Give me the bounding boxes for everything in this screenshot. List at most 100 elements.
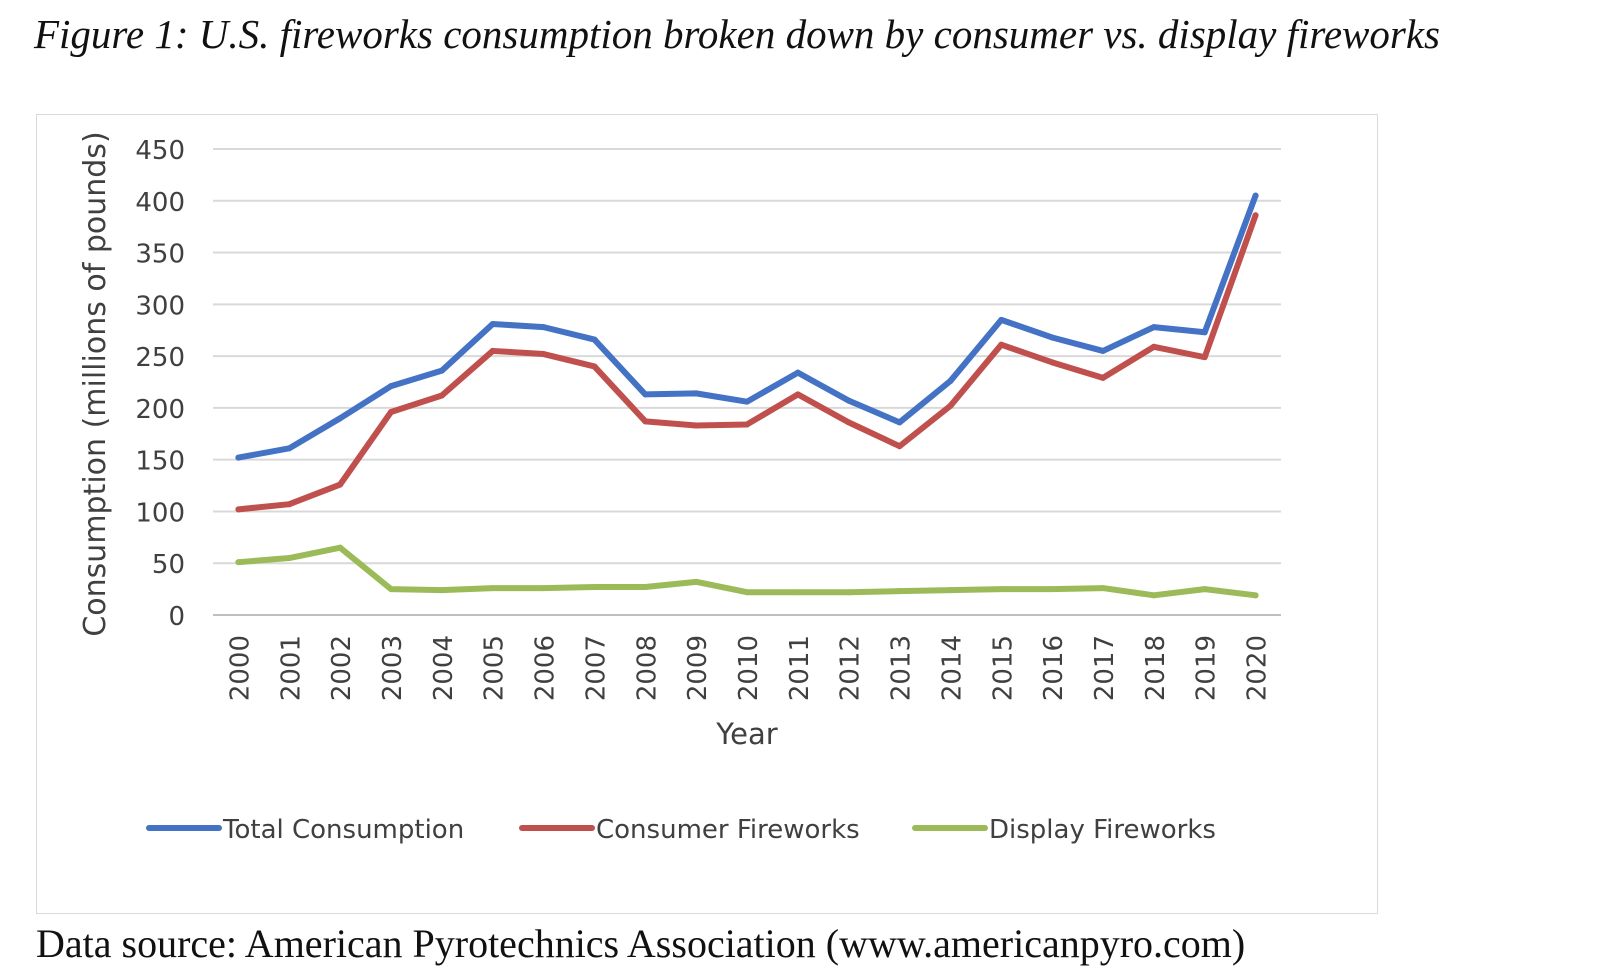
data-point (489, 585, 496, 592)
data-point (489, 321, 496, 328)
data-point (845, 419, 852, 426)
legend-label: Total Consumption (222, 815, 464, 845)
x-tick-label: 2019 (1192, 635, 1222, 701)
data-point (998, 316, 1005, 323)
data-point (744, 421, 750, 428)
x-tick-label: 2005 (480, 635, 510, 701)
y-tick-label: 150 (135, 447, 185, 477)
y-tick-label: 100 (135, 498, 185, 528)
data-point (794, 589, 801, 596)
y-tick-label: 450 (135, 136, 185, 166)
data-point (693, 578, 700, 585)
data-point (337, 481, 344, 488)
data-point (642, 584, 649, 591)
data-point (1252, 212, 1259, 219)
x-tick-label: 2004 (429, 635, 459, 701)
data-point (845, 397, 852, 404)
x-tick-label: 2007 (581, 635, 611, 701)
series-line (235, 192, 1259, 461)
data-point (235, 559, 242, 566)
data-point (794, 369, 801, 376)
x-tick-label: 2006 (531, 635, 561, 701)
data-point (1201, 329, 1208, 336)
x-tick-label: 2015 (988, 635, 1018, 701)
data-point (744, 398, 750, 405)
y-tick-label: 250 (135, 343, 185, 373)
y-tick-label: 350 (135, 240, 185, 270)
data-point (794, 391, 801, 398)
x-tick-label: 2016 (1039, 635, 1069, 701)
data-point (1201, 354, 1208, 361)
data-point (1100, 374, 1106, 381)
x-tick-label: 2020 (1243, 635, 1273, 701)
data-point (235, 454, 242, 461)
x-tick-label: 2008 (632, 635, 662, 701)
series-lines (235, 192, 1259, 599)
x-tick-label: 2013 (887, 635, 917, 701)
data-point (388, 383, 394, 390)
data-point (591, 584, 598, 591)
data-point (540, 324, 547, 331)
data-point (540, 585, 547, 592)
x-tick-label: 2000 (225, 635, 255, 701)
data-point (438, 367, 445, 374)
data-point (286, 501, 293, 508)
data-point (591, 336, 598, 343)
data-point (1049, 359, 1056, 366)
data-point (540, 351, 547, 358)
data-point (337, 415, 344, 422)
data-point (693, 390, 700, 397)
data-point (337, 544, 344, 551)
data-point (591, 363, 598, 370)
data-point (896, 419, 903, 426)
gridlines (213, 148, 1281, 616)
x-tick-label: 2012 (836, 635, 866, 701)
data-point (1049, 334, 1056, 341)
data-point (896, 443, 903, 450)
data-point (286, 555, 293, 562)
x-tick-label: 2014 (937, 635, 967, 701)
data-point (642, 391, 649, 398)
data-point (998, 586, 1005, 593)
data-point (744, 589, 750, 596)
data-point (438, 392, 445, 399)
data-point (388, 586, 394, 593)
data-point (1150, 592, 1157, 599)
x-tick-label: 2018 (1141, 635, 1171, 701)
series-line (235, 212, 1259, 513)
x-axis-label: Year (715, 717, 777, 751)
data-point (438, 587, 445, 594)
x-tick-label: 2003 (378, 635, 408, 701)
data-point (1150, 324, 1157, 331)
legend: Total Consumption Consumer Fireworks Displ… (146, 815, 1216, 845)
chart-area: 0 50 100 150 200 250 300 350 400 450 2000 2001 2002… (36, 114, 1378, 914)
line-chart: 0 50 100 150 200 250 300 350 400 450 2000 2001 2002… (78, 131, 1281, 845)
data-point (286, 445, 293, 452)
y-tick-label: 50 (152, 550, 185, 580)
y-tick-label: 0 (168, 602, 185, 632)
y-tick-label: 200 (135, 395, 185, 425)
data-point (1252, 592, 1259, 599)
data-point (845, 589, 852, 596)
data-point (1252, 192, 1259, 199)
x-tick-label: 2001 (276, 635, 306, 701)
x-tick-label: 2002 (327, 635, 357, 701)
data-point (642, 418, 649, 425)
data-point (947, 377, 954, 384)
data-point (998, 341, 1005, 348)
data-point (235, 506, 242, 513)
data-point (947, 587, 954, 594)
data-point (947, 402, 954, 409)
x-tick-label: 2017 (1090, 635, 1120, 701)
data-point (1049, 586, 1056, 593)
x-axis-ticks: 2000 2001 2002 2003 2004 2005 2006 2007 2008 2009… (225, 635, 1272, 701)
y-tick-label: 300 (135, 291, 185, 321)
data-point (896, 588, 903, 595)
data-point (1100, 347, 1106, 354)
data-source-note: Data source: American Pyrotechnics Assoc… (36, 921, 1246, 966)
x-tick-label: 2011 (785, 635, 815, 701)
data-point (388, 409, 394, 416)
y-axis-ticks: 0 50 100 150 200 250 300 350 400 450 (135, 136, 185, 632)
data-point (1150, 343, 1157, 350)
y-tick-label: 400 (135, 188, 185, 218)
